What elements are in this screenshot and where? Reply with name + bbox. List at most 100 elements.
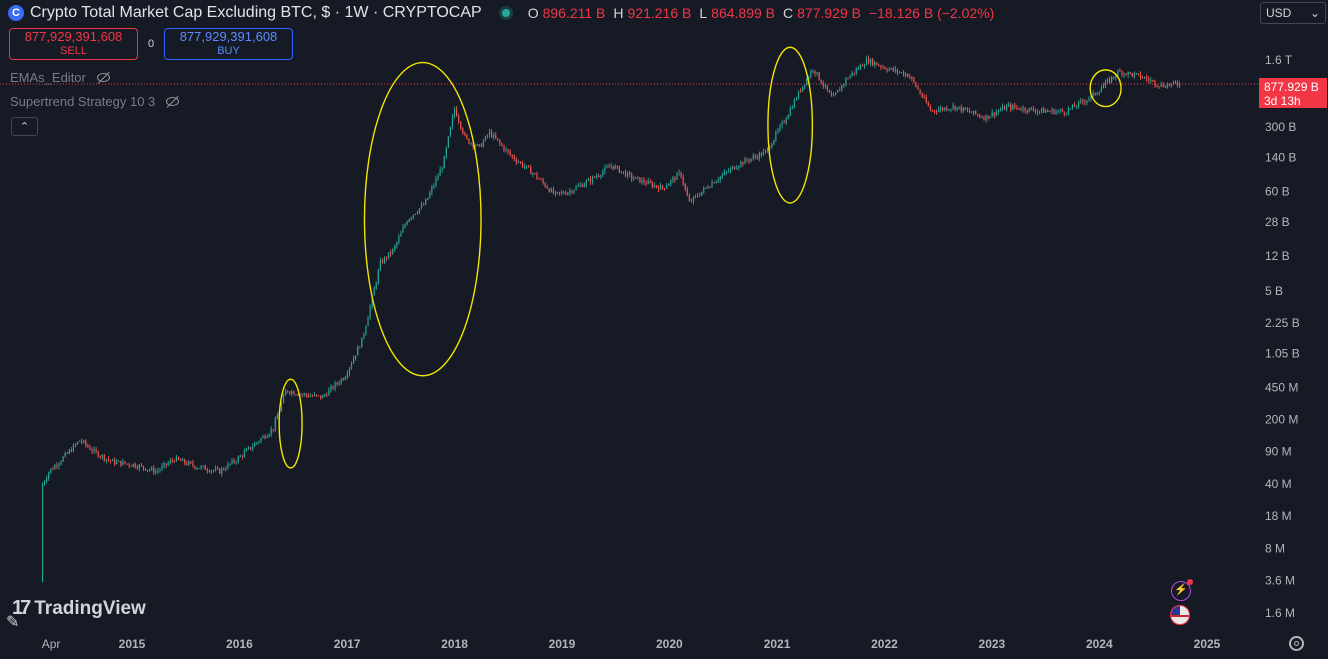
candle: [1065, 112, 1067, 116]
candle-body: [330, 386, 332, 390]
candle-body: [317, 395, 320, 397]
candle: [276, 412, 278, 420]
candle: [1179, 80, 1181, 89]
candle: [938, 106, 940, 113]
eye-off-icon[interactable]: [96, 72, 112, 84]
candle-body: [297, 394, 299, 396]
candle-body: [773, 140, 775, 145]
candle-body: [925, 97, 927, 103]
candle-body: [120, 460, 122, 466]
candle-body: [62, 456, 64, 462]
gear-icon[interactable]: [1289, 636, 1304, 651]
candle: [367, 316, 369, 327]
candle-body: [921, 93, 923, 98]
candle: [713, 181, 715, 184]
market-status-icon[interactable]: [501, 9, 510, 17]
candle-body: [243, 451, 246, 457]
candle: [540, 177, 542, 181]
candle-body: [109, 460, 112, 462]
indicator-emas-editor[interactable]: EMAs_Editor: [10, 70, 112, 85]
candle: [76, 441, 79, 446]
candle-body: [624, 171, 627, 177]
collapse-legend-button[interactable]: ⌃: [11, 117, 38, 136]
candle-body: [1160, 84, 1162, 87]
candle: [359, 346, 361, 349]
candle-body: [587, 178, 590, 181]
eye-off-icon[interactable]: [165, 96, 181, 108]
candle-body: [859, 65, 861, 69]
candle-body: [1012, 105, 1014, 110]
candle-body: [266, 436, 268, 439]
candle-body: [219, 468, 221, 474]
candle: [892, 66, 894, 72]
candle-body: [455, 108, 458, 117]
candle: [249, 447, 252, 451]
candle-body: [748, 160, 750, 162]
candle: [116, 458, 118, 465]
candle: [1152, 79, 1154, 83]
candle: [295, 394, 297, 396]
indicator-supertrend[interactable]: Supertrend Strategy 10 3: [10, 94, 181, 109]
candle: [610, 162, 612, 170]
candle-body: [418, 208, 421, 213]
candle: [50, 468, 52, 475]
candle: [142, 465, 145, 472]
chart-title[interactable]: Crypto Total Market Cap Excluding BTC, $…: [30, 4, 482, 21]
candle-body: [159, 469, 161, 471]
candle-body: [153, 467, 155, 473]
candle: [455, 105, 458, 117]
candle-body: [816, 72, 818, 74]
candle: [254, 441, 256, 447]
candle-body: [198, 468, 200, 470]
candle: [579, 182, 581, 188]
candle-body: [396, 242, 398, 246]
candle: [725, 170, 728, 176]
candle: [666, 182, 668, 189]
candle-body: [388, 252, 390, 259]
candle: [672, 175, 674, 184]
candle: [927, 101, 929, 107]
candle-body: [944, 107, 946, 110]
us-flag-icon[interactable]: [1170, 605, 1190, 625]
candle: [709, 185, 711, 189]
candle-body: [212, 470, 215, 472]
candle: [476, 143, 478, 147]
tradingview-logo[interactable]: 17 TradingView: [12, 597, 146, 620]
candle: [983, 115, 985, 121]
candle-body: [521, 162, 524, 167]
candle: [330, 383, 332, 393]
buy-button[interactable]: 877,929,391,608 BUY: [164, 28, 293, 60]
candle: [867, 55, 870, 65]
candle-body: [1061, 109, 1063, 112]
candle-body: [1071, 104, 1074, 109]
y-tick-label: 60 B: [1265, 184, 1290, 198]
candle-body: [970, 112, 973, 114]
candle-body: [161, 465, 163, 470]
candle-body: [715, 181, 717, 184]
currency-select[interactable]: USD ⌄: [1260, 2, 1326, 24]
candle: [997, 109, 999, 116]
candle: [958, 106, 960, 110]
candle: [1071, 104, 1074, 110]
candle: [575, 185, 577, 191]
x-tick-label: 2018: [441, 637, 468, 651]
candle: [346, 370, 349, 380]
bolt-icon[interactable]: ⚡: [1171, 579, 1193, 601]
candle-body: [649, 180, 651, 183]
candle: [60, 460, 62, 466]
candle: [1024, 107, 1026, 114]
candle: [1111, 75, 1113, 84]
chevron-up-icon: ⌃: [19, 121, 30, 133]
candle-body: [880, 65, 882, 68]
candle-body: [320, 395, 322, 399]
candle: [530, 164, 532, 175]
candle: [363, 332, 365, 340]
candle: [567, 191, 569, 196]
pencil-icon[interactable]: ✎: [6, 614, 20, 631]
sell-button[interactable]: 877,929,391,608 SELL: [9, 28, 138, 60]
candle-body: [878, 65, 880, 67]
candle: [682, 174, 684, 186]
coin-icon[interactable]: C: [8, 5, 24, 21]
candle: [600, 174, 602, 179]
